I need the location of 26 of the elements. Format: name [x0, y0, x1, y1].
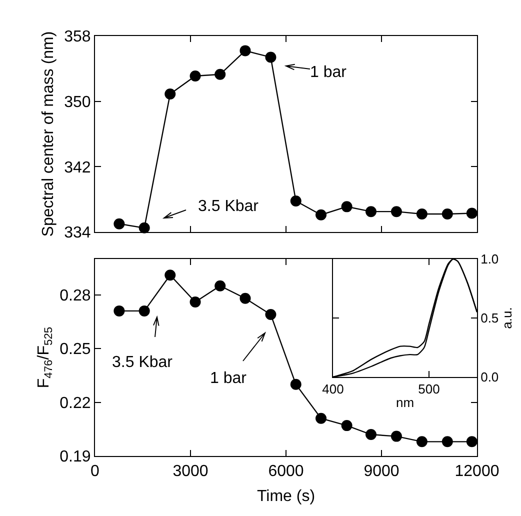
- x-tick-label: 500: [418, 382, 440, 397]
- y-tick-label: 0.28: [60, 287, 91, 304]
- y-tick-label: 1.0: [480, 252, 499, 267]
- y-tick-label: 0.0: [480, 370, 499, 385]
- y-tick-label: 0.22: [60, 394, 91, 412]
- annotation: 1 bar: [210, 370, 248, 387]
- x-tick-label: 6000: [268, 463, 304, 480]
- x-axis-title: Time (s): [256, 488, 316, 505]
- y-tick-label: 0.5: [480, 310, 499, 326]
- x-tick-label: 0: [90, 463, 100, 480]
- y-tick-label: 0.19: [60, 448, 91, 466]
- y-tick-label: 342: [64, 159, 91, 176]
- y-axis-title: Spectral center of mass (nm): [40, 31, 57, 237]
- annotation: 1 bar: [310, 64, 348, 81]
- x-tick-label: 12000: [454, 463, 500, 480]
- y-tick-label: 350: [64, 94, 91, 111]
- x-tick-label: 3000: [172, 463, 208, 480]
- annotation: 3.5 Kbar: [112, 354, 174, 371]
- x-axis-title: nm: [396, 395, 414, 410]
- x-tick-label: 400: [322, 382, 344, 397]
- y-axis-title: a.u.: [499, 307, 514, 329]
- y-tick-label: 0.25: [60, 341, 91, 358]
- annotation: 3.5 Kbar: [198, 198, 260, 215]
- x-tick-label: 9000: [364, 463, 400, 480]
- y-tick-label: 358: [64, 28, 91, 46]
- y-tick-label: 334: [64, 224, 91, 242]
